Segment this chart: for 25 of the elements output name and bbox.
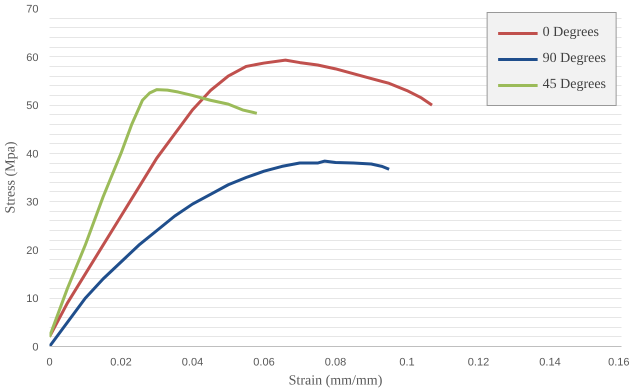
legend-label: 0 Degrees [542, 25, 599, 41]
line-series [50, 58, 434, 338]
y-tick-label: 40 [26, 148, 39, 160]
y-tick-label: 10 [26, 293, 39, 306]
legend-label: 45 Degrees [542, 77, 606, 93]
y-axis-title: Stress (Mpa) [3, 141, 18, 214]
y-tick-label: 0 [32, 342, 39, 354]
x-axis-title: Strain (mm/mm) [288, 374, 383, 388]
x-tick-label: 0.02 [110, 356, 132, 368]
line-series [50, 160, 391, 346]
x-tick-label: 0.16 [608, 356, 629, 368]
x-tick-label: 0.12 [468, 356, 490, 368]
x-tick-label: 0.06 [253, 356, 275, 368]
x-tick-label: 0.04 [182, 356, 204, 368]
x-tick-label: 0.14 [539, 356, 561, 368]
y-tick-label: 50 [26, 100, 39, 112]
y-tick-label: 30 [26, 196, 39, 209]
y-tick-label: 70 [26, 4, 39, 16]
x-tick-label: 0.08 [324, 356, 346, 368]
x-tick-label: 0 [46, 356, 53, 368]
x-tick-label: 0.1 [399, 356, 415, 368]
y-tick-label: 20 [26, 244, 39, 257]
line-series [50, 88, 258, 338]
legend-label: 90 Degrees [542, 51, 606, 67]
y-tick-label: 60 [26, 52, 39, 64]
